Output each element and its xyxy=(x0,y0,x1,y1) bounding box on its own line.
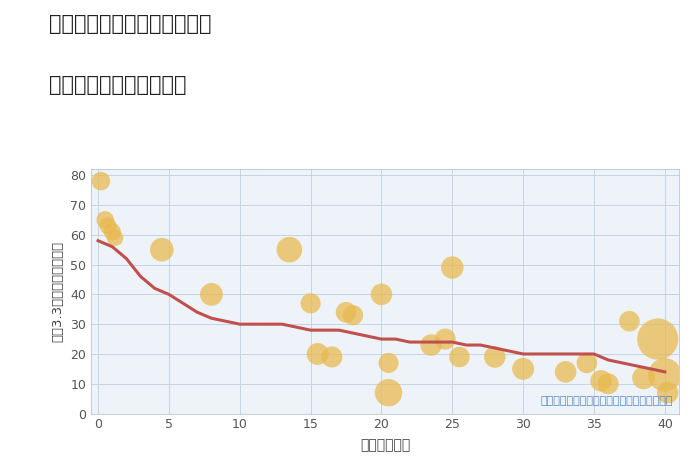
Point xyxy=(581,359,592,367)
Text: 三重県松阪市飯高町下滝野の: 三重県松阪市飯高町下滝野の xyxy=(49,14,211,34)
Point xyxy=(652,335,664,343)
Point xyxy=(603,380,614,388)
Point xyxy=(596,377,607,384)
Y-axis label: 坪（3.3㎡）単価（万円）: 坪（3.3㎡）単価（万円） xyxy=(52,241,64,342)
Point xyxy=(638,374,649,382)
Point xyxy=(284,246,295,253)
Text: 築年数別中古戸建て価格: 築年数別中古戸建て価格 xyxy=(49,75,186,95)
Point xyxy=(426,341,437,349)
Point xyxy=(517,365,528,373)
Text: 円の大きさは、取引のあった物件面積を示す: 円の大きさは、取引のあった物件面積を示す xyxy=(540,396,673,406)
Point xyxy=(109,234,120,242)
Point xyxy=(383,389,394,397)
Point xyxy=(447,264,458,271)
Point xyxy=(95,177,106,185)
Point xyxy=(156,246,167,253)
Point xyxy=(624,317,635,325)
Point xyxy=(659,371,671,379)
Point xyxy=(383,359,394,367)
Point xyxy=(312,350,323,358)
Point xyxy=(102,222,113,229)
Point xyxy=(99,216,111,224)
X-axis label: 築年数（年）: 築年数（年） xyxy=(360,439,410,453)
Point xyxy=(106,228,118,235)
Point xyxy=(376,290,387,298)
Point xyxy=(340,308,351,316)
Point xyxy=(347,312,358,319)
Point xyxy=(662,389,673,397)
Point xyxy=(454,353,465,361)
Point xyxy=(440,335,451,343)
Point xyxy=(489,353,500,361)
Point xyxy=(326,353,337,361)
Point xyxy=(560,368,571,376)
Point xyxy=(305,299,316,307)
Point xyxy=(206,290,217,298)
